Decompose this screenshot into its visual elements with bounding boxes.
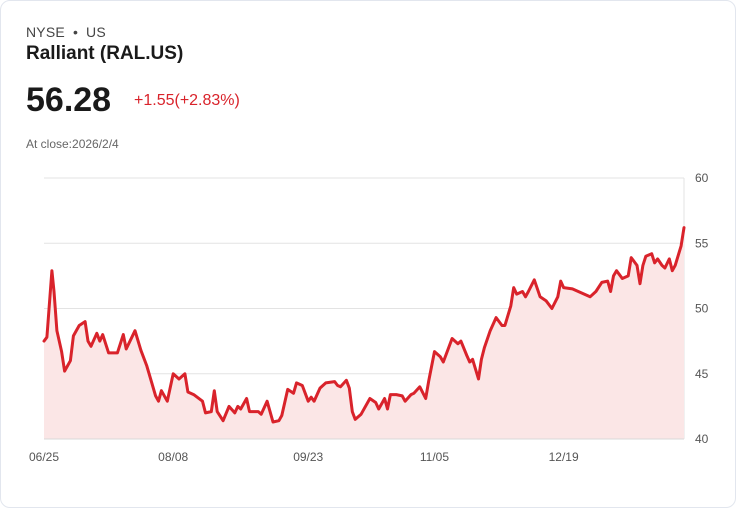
y-tick-label: 45	[695, 367, 709, 381]
close-date: At close:2026/2/4	[26, 137, 119, 151]
price-line	[42, 226, 686, 424]
price-area-fill	[44, 227, 684, 439]
separator-dot: •	[72, 24, 79, 40]
price-change: +1.55(+2.83%)	[134, 92, 240, 109]
region-label: US	[86, 24, 106, 40]
x-tick-label: 08/08	[158, 450, 188, 464]
stock-name: Ralliant (RAL.US)	[26, 43, 184, 64]
y-tick-label: 40	[695, 432, 709, 446]
y-tick-label: 55	[695, 236, 709, 250]
x-tick-label: 06/25	[29, 450, 59, 464]
exchange-label: NYSE	[26, 24, 65, 40]
y-tick-label: 60	[695, 171, 709, 185]
exchange-info: NYSE • US	[26, 24, 106, 40]
stock-price: 56.28	[26, 81, 112, 119]
x-tick-label: 09/23	[293, 450, 323, 464]
x-tick-label: 12/19	[549, 450, 579, 464]
y-tick-label: 50	[695, 302, 709, 316]
x-tick-label: 11/05	[420, 450, 449, 464]
